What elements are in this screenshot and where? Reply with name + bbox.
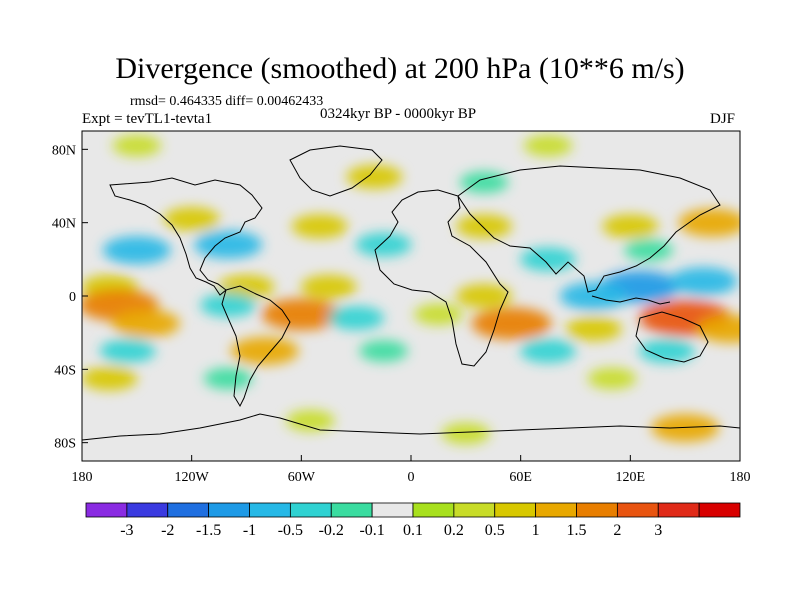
anomaly-blob-32 — [82, 366, 138, 391]
colorbar-swatch — [657, 502, 700, 518]
colorbar-swatch — [126, 502, 169, 518]
colorbar-label: -2 — [161, 522, 174, 539]
anomaly-blob-36 — [441, 422, 491, 445]
chart-title: Divergence (smoothed) at 200 hPa (10**6 … — [115, 52, 685, 85]
anomaly-blob-35 — [286, 409, 335, 432]
x-tick-label: 180 — [72, 470, 93, 485]
anomaly-blob-31 — [638, 339, 695, 363]
coastline-australia — [635, 311, 709, 363]
x-tick-label: 0 — [408, 470, 415, 485]
colorbar-swatch — [412, 502, 455, 518]
anomaly-field — [82, 134, 740, 445]
x-tick-label: 60E — [509, 470, 532, 485]
anomaly-blob-37 — [651, 414, 720, 442]
anomaly-blob-11 — [218, 274, 275, 299]
colorbar-swatch — [698, 502, 741, 518]
x-tick-label: 120E — [616, 470, 646, 485]
anomaly-blob-23 — [471, 307, 552, 340]
anomaly-blob-15 — [669, 267, 738, 296]
colorbar-label: -0.5 — [278, 522, 303, 539]
anomaly-blob-24 — [565, 317, 622, 341]
anomaly-blob-22 — [414, 303, 463, 326]
coastline-north-america — [109, 177, 263, 296]
y-tick-label: 80N — [52, 143, 76, 158]
season-label: DJF — [710, 111, 736, 127]
coastline-asia — [457, 165, 721, 293]
coastline-indonesia — [591, 295, 671, 305]
x-tick-label: 180 — [730, 470, 751, 485]
anomaly-blob-33 — [203, 367, 253, 390]
anomaly-blob-41 — [523, 134, 573, 157]
colorbar-label: -1 — [243, 522, 256, 539]
anomaly-blob-4 — [624, 239, 674, 261]
anomaly-blob-5 — [163, 207, 220, 231]
anomaly-blob-20 — [261, 298, 342, 331]
colorbar-swatch — [85, 502, 128, 518]
anomaly-blob-13 — [456, 284, 513, 308]
colorbar-swatch — [535, 502, 577, 518]
y-axis-ticks: 80N 40N 0 40S 80S — [52, 143, 88, 452]
x-tick-label: 60W — [288, 470, 316, 485]
experiment-label: Expt = tevTL1-tevta1 — [82, 111, 213, 127]
anomaly-blob-6 — [291, 214, 348, 239]
colorbar-label: 1 — [532, 522, 540, 539]
anomaly-blob-21 — [328, 306, 385, 330]
colorbar-label: 2 — [613, 522, 621, 539]
coastline-europe-africa — [374, 189, 509, 367]
colorbar-swatch — [208, 502, 250, 518]
colorbar-swatch — [167, 502, 210, 518]
period-label: 0324kyr BP - 0000kyr BP — [320, 106, 477, 122]
anomaly-blob-9 — [678, 208, 740, 237]
colorbar-label: 0.1 — [403, 522, 423, 539]
anomaly-blob-30 — [520, 339, 577, 363]
anomaly-blob-1 — [194, 230, 263, 259]
colorbar-label: 0.5 — [485, 522, 505, 539]
colorbar-swatch — [576, 502, 618, 518]
anomaly-blob-26 — [696, 315, 740, 343]
colorbar-swatch — [289, 502, 332, 518]
anomaly-blob-8 — [602, 214, 659, 239]
y-tick-label: 0 — [69, 290, 76, 305]
anomaly-blob-28 — [230, 337, 299, 365]
coastlines — [82, 145, 740, 441]
coastline-greenland — [289, 145, 383, 197]
anomaly-blob-27 — [99, 339, 156, 363]
anomaly-blob-2 — [355, 232, 412, 257]
anomaly-blob-19 — [200, 293, 257, 318]
y-tick-label: 40S — [54, 363, 76, 378]
anomaly-blob-38 — [346, 164, 403, 189]
x-tick-label: 120W — [175, 470, 210, 485]
anomaly-blob-40 — [112, 134, 162, 157]
rmsd-diff-stats: rmsd= 0.464335 diff= 0.00462433 — [130, 94, 324, 109]
colorbar-label: 1.5 — [567, 522, 587, 539]
colorbar-label: 0.2 — [444, 522, 464, 539]
anomaly-blob-3 — [520, 247, 577, 272]
colorbar-swatch — [371, 502, 414, 518]
y-tick-label: 40N — [52, 217, 76, 232]
colorbar: -3 -2 -1.5 -1 -0.5 -0.2 -0.1 0.1 0.2 0.5 1 1.5 2 3 — [85, 502, 741, 539]
colorbar-swatch — [494, 502, 537, 518]
colorbar-label: 3 — [654, 522, 662, 539]
colorbar-label: -0.2 — [319, 522, 344, 539]
coastline-south-america — [221, 285, 291, 408]
colorbar-swatch — [249, 502, 291, 518]
anomaly-blob-29 — [359, 340, 408, 362]
colorbar-swatch — [453, 502, 496, 518]
x-axis-ticks: 180 120W 60W 0 60E 120E 180 — [72, 455, 751, 485]
colorbar-swatch — [330, 502, 373, 518]
colorbar-swatch — [616, 502, 659, 518]
anomaly-blob-0 — [102, 236, 171, 265]
anomaly-blob-18 — [111, 309, 180, 338]
y-tick-label: 80S — [54, 437, 76, 452]
coastline-antarctica — [82, 413, 740, 441]
anomaly-blob-7 — [456, 214, 513, 239]
colorbar-label: -0.1 — [359, 522, 384, 539]
anomaly-blob-39 — [459, 171, 509, 194]
anomaly-blob-34 — [587, 367, 637, 390]
colorbar-label: -1.5 — [196, 522, 221, 539]
anomaly-blob-12 — [300, 274, 357, 299]
colorbar-label: -3 — [120, 522, 133, 539]
